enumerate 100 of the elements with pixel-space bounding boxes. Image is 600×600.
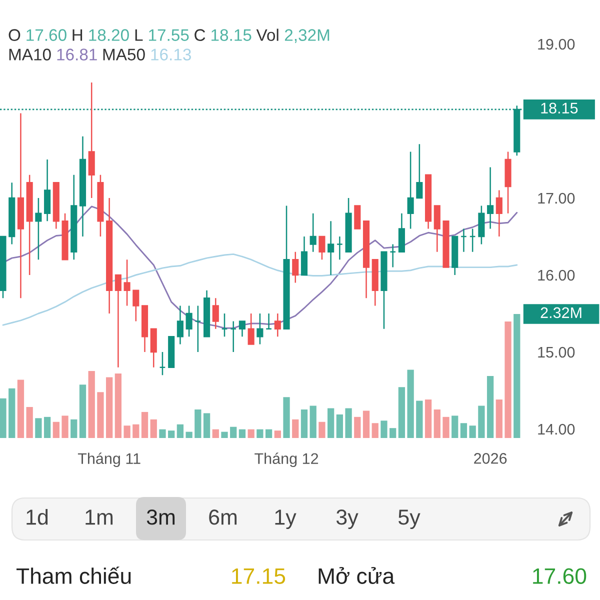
text: 18.20: [89, 29, 129, 41]
candlestick: [328, 220, 334, 276]
line-series: [2, 253, 518, 326]
bar: [292, 419, 299, 438]
bar: [52, 422, 60, 438]
bar: [176, 424, 184, 438]
candlestick: [159, 351, 166, 376]
candlestick: [407, 151, 414, 230]
y-tick-label: 14.00: [538, 424, 575, 435]
text: 1y: [275, 510, 296, 530]
candlestick: [35, 197, 42, 260]
candlestick: [132, 290, 140, 322]
bar: [0, 398, 6, 438]
candlestick: [256, 312, 264, 345]
candlestick: [398, 212, 405, 253]
candlestick: [203, 290, 210, 338]
candlestick: [424, 174, 432, 230]
bar: [274, 430, 281, 438]
bar: [238, 429, 246, 438]
candlestick: [248, 312, 254, 345]
candlestick: [26, 174, 33, 276]
bar: [407, 370, 414, 438]
candlestick: [336, 236, 343, 260]
bar: [8, 388, 16, 438]
candlestick: [292, 251, 299, 284]
bar: [88, 371, 95, 438]
candlestick: [186, 305, 192, 338]
text: 17.60: [26, 29, 66, 41]
bar: [248, 429, 254, 438]
candlestick: [274, 312, 281, 338]
bar: [159, 429, 166, 438]
bar: [150, 419, 157, 438]
bar: [496, 400, 502, 438]
candlestick: [452, 236, 458, 276]
bar: [390, 428, 396, 438]
bar: [478, 406, 485, 438]
text: 2.32M: [540, 307, 582, 318]
bar: [460, 423, 468, 438]
bar: [70, 419, 78, 438]
bar: [124, 426, 130, 438]
bar: [514, 314, 520, 438]
bar: [345, 408, 352, 438]
bar: [452, 416, 458, 438]
bar: [486, 376, 494, 438]
candlestick: [88, 82, 95, 199]
bar: [362, 410, 370, 438]
text: Tham chiếu: [16, 566, 131, 584]
candlestick: [97, 174, 104, 238]
bar: [469, 426, 476, 438]
candlestick: [318, 236, 326, 260]
text: 2,32M: [284, 29, 330, 43]
bar: [300, 409, 308, 438]
text: 18.15: [212, 29, 252, 41]
bar: [310, 406, 316, 438]
candlestick: [8, 182, 16, 245]
bar: [79, 384, 86, 438]
bar: [230, 426, 237, 438]
text: 3m: [146, 510, 175, 525]
bar: [318, 422, 326, 438]
bar: [442, 416, 450, 438]
text: 5y: [398, 510, 420, 530]
x-tick-label: Tháng 11: [78, 452, 140, 468]
candlestick: [478, 205, 485, 245]
bar: [328, 408, 334, 438]
text: 3y: [336, 510, 358, 530]
candlestick: [504, 151, 512, 214]
candlestick: [390, 244, 396, 268]
candlestick: [266, 312, 272, 330]
y-tick-label: 15.00: [538, 346, 575, 358]
x-tick-label: 2026: [474, 453, 507, 464]
text: H: [72, 29, 82, 41]
bar: [168, 430, 175, 438]
bar: [372, 423, 378, 438]
candlestick: [442, 220, 450, 268]
text: C: [194, 29, 206, 41]
candlestick: [176, 305, 184, 345]
bar: [283, 397, 290, 438]
bar: [106, 377, 113, 438]
bar: [504, 321, 512, 438]
bar: [62, 416, 68, 438]
candlestick: [114, 274, 122, 368]
candlestick: [310, 212, 316, 253]
candlestick: [221, 312, 228, 338]
y-tick-label: 16.00: [538, 270, 575, 281]
bar: [256, 429, 264, 438]
text: 6m: [209, 510, 237, 525]
candlestick: [300, 236, 308, 276]
candlestick: [17, 112, 24, 299]
text: 1m: [86, 510, 113, 525]
x-tick-label: Tháng 12: [254, 452, 318, 468]
y-tick-label: 17.00: [538, 192, 575, 204]
bar: [141, 412, 148, 438]
candlestick: [372, 258, 378, 306]
candlestick: [212, 297, 219, 330]
candlestick: [52, 182, 60, 230]
candlestick: [62, 212, 68, 260]
candlestick: [230, 320, 237, 353]
candlestick: [362, 220, 370, 299]
text: Vol: [256, 28, 278, 41]
text: 17.55: [149, 29, 189, 41]
